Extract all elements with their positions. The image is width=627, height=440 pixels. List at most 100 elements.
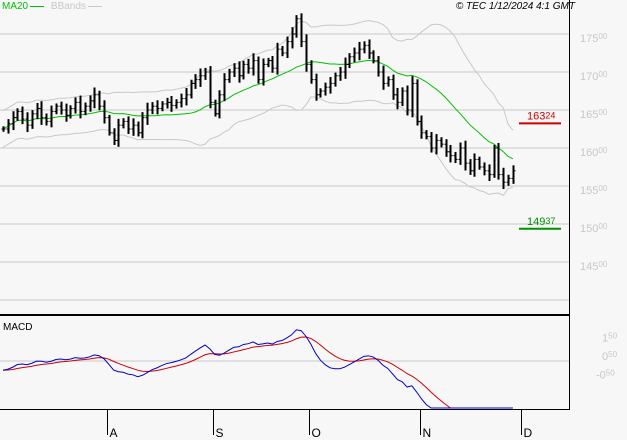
price-bar (424, 130, 429, 140)
price-level-label: 14937 (527, 216, 555, 228)
price-bar (318, 88, 323, 98)
price-bar (294, 15, 299, 38)
price-bar (59, 101, 64, 115)
price-bar (381, 65, 386, 90)
price-bar (266, 57, 271, 68)
price-bar (410, 76, 415, 118)
price-bar (198, 68, 203, 87)
price-bar (25, 112, 30, 133)
price-bar (112, 128, 117, 145)
price-bar (444, 139, 449, 157)
macd-tick-label: 150 (602, 332, 618, 345)
price-bar (453, 151, 458, 164)
legend-ma20-swatch (30, 5, 45, 7)
price-bar (92, 87, 97, 109)
price-bar (492, 144, 497, 178)
legend: MA20 BBands (2, 1, 102, 12)
price-bar (39, 101, 44, 125)
price-bar (140, 112, 145, 139)
price-bar (78, 95, 83, 119)
price-bar (501, 167, 506, 190)
price-bar (309, 60, 314, 84)
price-bar (203, 67, 208, 80)
price-bar (328, 77, 333, 94)
price-bar (155, 100, 160, 115)
price-bar (150, 102, 155, 115)
price-tick-label: 15000 (580, 222, 608, 235)
price-bar (511, 165, 516, 184)
price-bar (472, 153, 477, 177)
price-bar (222, 73, 227, 102)
legend-ma20: MA20 (2, 1, 29, 12)
price-bar (338, 66, 343, 81)
price-bar (237, 61, 242, 83)
price-bar (400, 87, 405, 107)
price-bar (347, 53, 352, 69)
price-bar (208, 66, 213, 109)
price-bar (386, 76, 391, 87)
legend-bbands-swatch (87, 5, 102, 7)
price-bar (11, 111, 16, 131)
price-bar (35, 103, 40, 120)
price-bar (68, 105, 73, 119)
price-bar (371, 50, 376, 64)
price-bar (246, 58, 251, 74)
price-bar (468, 159, 473, 175)
price-bar (256, 56, 261, 84)
price-bar (169, 96, 174, 112)
price-bar (299, 13, 304, 48)
price-bar (405, 85, 410, 116)
price-bar (275, 42, 280, 75)
x-tick-label: N (423, 426, 432, 440)
price-bar (496, 142, 501, 180)
price-bar (261, 58, 266, 86)
price-bar (49, 105, 54, 128)
price-bar (88, 95, 93, 112)
price-bar (1, 126, 6, 132)
price-bar (270, 56, 275, 73)
price-bar (487, 164, 492, 181)
price-bar (290, 27, 295, 49)
price-bar (30, 110, 35, 129)
price-tick-label: 15500 (580, 184, 608, 197)
price-bar (395, 87, 400, 110)
price-bar (83, 102, 88, 116)
price-tick-label: 14500 (580, 260, 608, 273)
price-bar (97, 90, 102, 111)
price-bar (376, 56, 381, 77)
price-bar (107, 114, 112, 136)
price-bar (44, 113, 49, 126)
price-bar (448, 144, 453, 163)
macd-tick-label: 050 (602, 350, 618, 363)
price-bar (458, 142, 463, 165)
macd-signal-line (2, 336, 513, 409)
price-bar (323, 82, 328, 96)
price-bar (506, 174, 511, 186)
price-bar (463, 140, 468, 171)
macd-line (2, 329, 513, 409)
price-bar (126, 116, 131, 135)
price-bar (285, 36, 290, 59)
price-bar (357, 41, 362, 61)
legend-bbands: BBands (50, 1, 86, 12)
bband-upper-line (2, 20, 514, 131)
price-bar (241, 60, 246, 80)
price-bar (367, 39, 372, 59)
price-tick-label: 16500 (580, 108, 608, 121)
price-bar (174, 99, 179, 109)
price-bar (54, 103, 59, 115)
price-bar (179, 93, 184, 108)
copyright-timestamp: © TEC 1/12/2024 4:1 GMT (455, 1, 575, 12)
bband-lower-line (2, 96, 513, 197)
price-bar (439, 137, 444, 148)
x-tick-label: O (312, 426, 321, 440)
price-bar (116, 118, 121, 147)
price-tick-label: 17000 (580, 70, 608, 83)
price-bar (217, 90, 222, 119)
price-bar (102, 100, 107, 124)
price-bar (64, 103, 69, 122)
x-tick-label: A (110, 426, 118, 440)
price-bar (429, 132, 434, 153)
price-bar (419, 115, 424, 139)
